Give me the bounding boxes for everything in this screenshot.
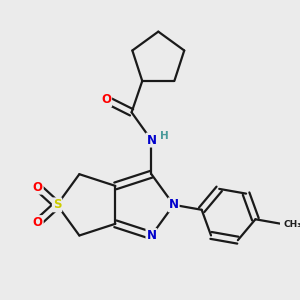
Text: N: N (146, 229, 156, 242)
Text: O: O (101, 93, 111, 106)
Text: H: H (160, 131, 169, 141)
Text: O: O (33, 216, 43, 229)
Text: S: S (53, 198, 61, 211)
Text: N: N (146, 134, 156, 147)
Text: N: N (169, 198, 179, 211)
Text: O: O (33, 181, 43, 194)
Text: CH₃: CH₃ (283, 220, 300, 229)
